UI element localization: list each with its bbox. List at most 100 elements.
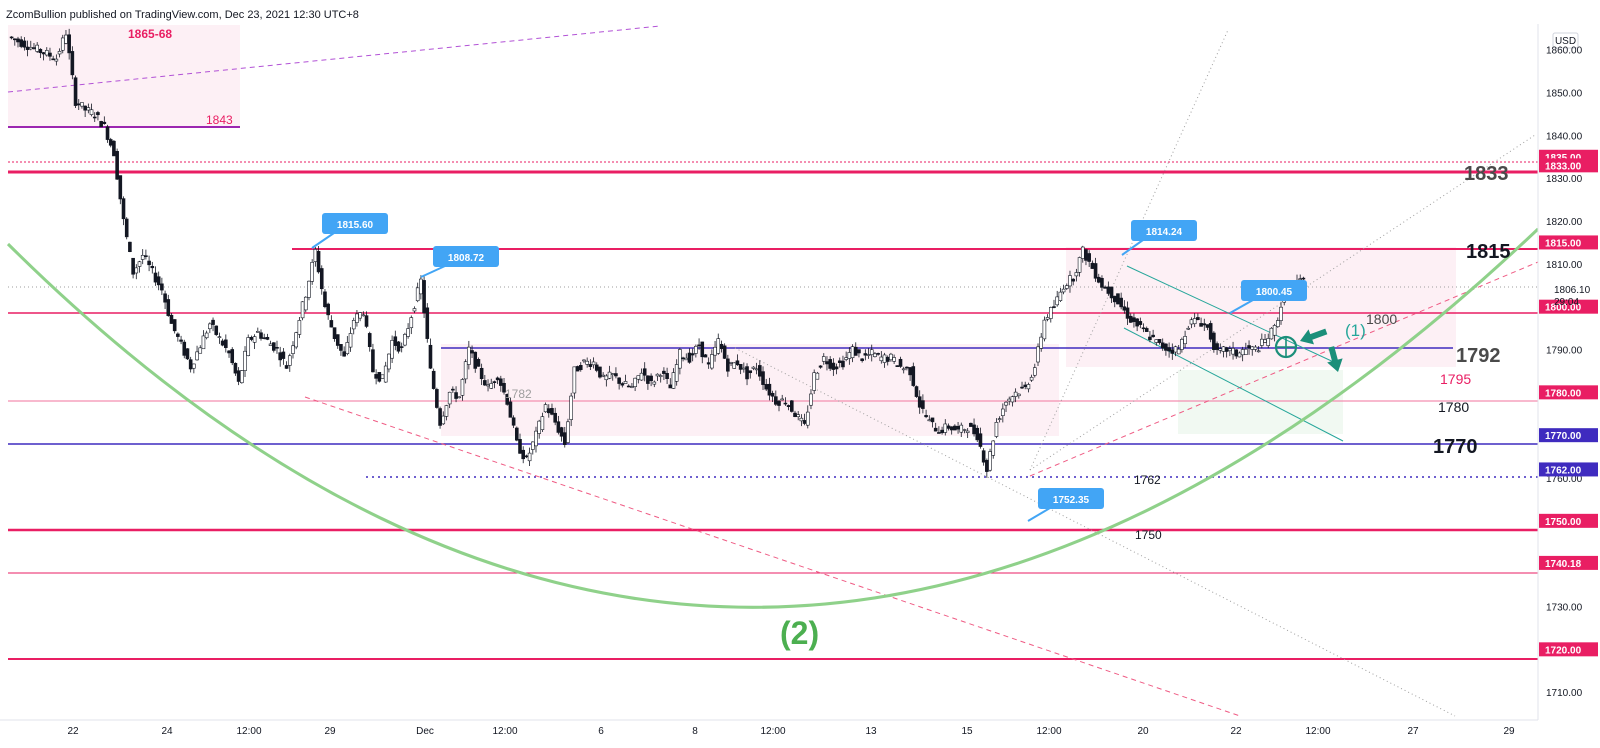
candle-body — [761, 371, 765, 385]
callout-pointer — [420, 265, 446, 278]
candle-body — [1269, 327, 1274, 340]
x-tick-label: 8 — [692, 726, 698, 737]
candle-body — [777, 400, 781, 406]
candle-body — [1093, 263, 1098, 279]
candle-body — [949, 426, 954, 431]
candle-body — [681, 357, 685, 360]
candle-body — [160, 283, 164, 291]
candle-body — [521, 449, 526, 460]
candle-body — [1148, 336, 1152, 341]
candle-body — [1128, 315, 1133, 323]
candle-body — [847, 352, 852, 359]
candle-body — [444, 405, 449, 417]
candle-body — [965, 430, 970, 433]
candle-body — [1234, 349, 1239, 357]
candle-body — [879, 356, 884, 362]
candle-body — [339, 344, 343, 351]
candle-body — [969, 422, 973, 427]
candle-body — [348, 333, 353, 348]
candle-body — [163, 293, 167, 303]
candle-body — [518, 438, 522, 454]
time-axis[interactable]: 22 24 12:00 29 Dec 12:00 6 8 12:00 13 15 12:00 20 22 1… — [0, 719, 1538, 737]
candle-body — [60, 37, 65, 51]
y-tick-label: 1820.00 — [1546, 217, 1583, 228]
candle-body — [1010, 396, 1015, 403]
candle-body — [981, 450, 986, 463]
candle-body — [1039, 336, 1044, 349]
candle-body — [134, 267, 139, 274]
x-tick-label: 12:00 — [760, 726, 785, 737]
candle-body — [185, 348, 190, 360]
candle-body — [1074, 272, 1079, 277]
candle-body — [831, 362, 836, 370]
candle-body — [853, 346, 858, 356]
candle-body — [972, 424, 976, 435]
candle-body — [841, 360, 845, 368]
label-1865-68: 1865-68 — [128, 27, 172, 41]
candle-body — [655, 373, 660, 377]
candle-body — [917, 396, 922, 408]
candle-body — [1001, 408, 1005, 416]
candle-body — [556, 421, 561, 433]
candle-body — [700, 341, 705, 358]
x-tick-label: Dec — [416, 726, 434, 737]
candle-body — [1004, 401, 1008, 406]
candle-body — [1240, 349, 1245, 356]
candle-body — [639, 372, 644, 381]
candle-body — [457, 396, 462, 399]
candle-body — [754, 368, 759, 371]
candle-body — [41, 52, 46, 55]
candle-body — [1208, 323, 1213, 340]
candle-body — [495, 377, 500, 381]
candle-body — [505, 393, 510, 405]
label-1792: 1792 — [1456, 345, 1501, 367]
candle-body — [665, 373, 669, 379]
candle-body — [332, 327, 337, 340]
candle-body — [575, 366, 580, 372]
price-tag-label: 1800.00 — [1545, 303, 1582, 314]
candle-body — [703, 354, 708, 358]
candle-body — [351, 320, 356, 330]
candle-body — [1122, 306, 1127, 311]
candle-body — [694, 345, 698, 354]
price-axis[interactable]: USD 1860.001850.001840.001830.001820.001… — [1537, 0, 1600, 720]
candle-body — [486, 384, 490, 387]
candle-body — [690, 353, 695, 356]
candle-body — [307, 280, 311, 298]
candle-body — [1042, 319, 1047, 340]
candle-body — [1167, 347, 1171, 352]
candle-body — [614, 373, 618, 377]
candle-body — [1109, 286, 1114, 299]
trend-purple-dashed — [7, 25, 661, 93]
candle-body — [377, 372, 382, 382]
candle-body — [825, 361, 829, 365]
candle-body — [636, 375, 641, 380]
trend-red-dashed-up — [1029, 261, 1539, 477]
candle-body — [1279, 306, 1283, 321]
candle-body — [1132, 317, 1136, 322]
candle-body — [268, 343, 273, 346]
candle-body — [933, 427, 938, 432]
label-1770: 1770 — [1433, 436, 1478, 458]
candle-body — [559, 427, 564, 437]
candle-body — [530, 441, 535, 450]
candle-body — [1080, 246, 1085, 259]
candle-body — [1218, 348, 1223, 351]
candle-body — [89, 109, 94, 115]
candle-body — [1119, 297, 1123, 308]
candle-body — [710, 354, 714, 369]
x-tick-label: 20 — [1137, 726, 1149, 737]
candle-body — [435, 389, 439, 408]
candle-body — [799, 417, 804, 422]
candle-body — [738, 363, 743, 370]
x-tick-label: 22 — [1230, 726, 1242, 737]
callout-label: 1752.35 — [1053, 495, 1090, 506]
candle-body — [70, 51, 75, 76]
candle-body — [1071, 278, 1075, 282]
trendlines-layer — [6, 25, 1540, 717]
candle-body — [1202, 323, 1207, 326]
candle-body — [1100, 277, 1104, 288]
candle-body — [994, 421, 999, 437]
candle-body — [527, 452, 532, 462]
